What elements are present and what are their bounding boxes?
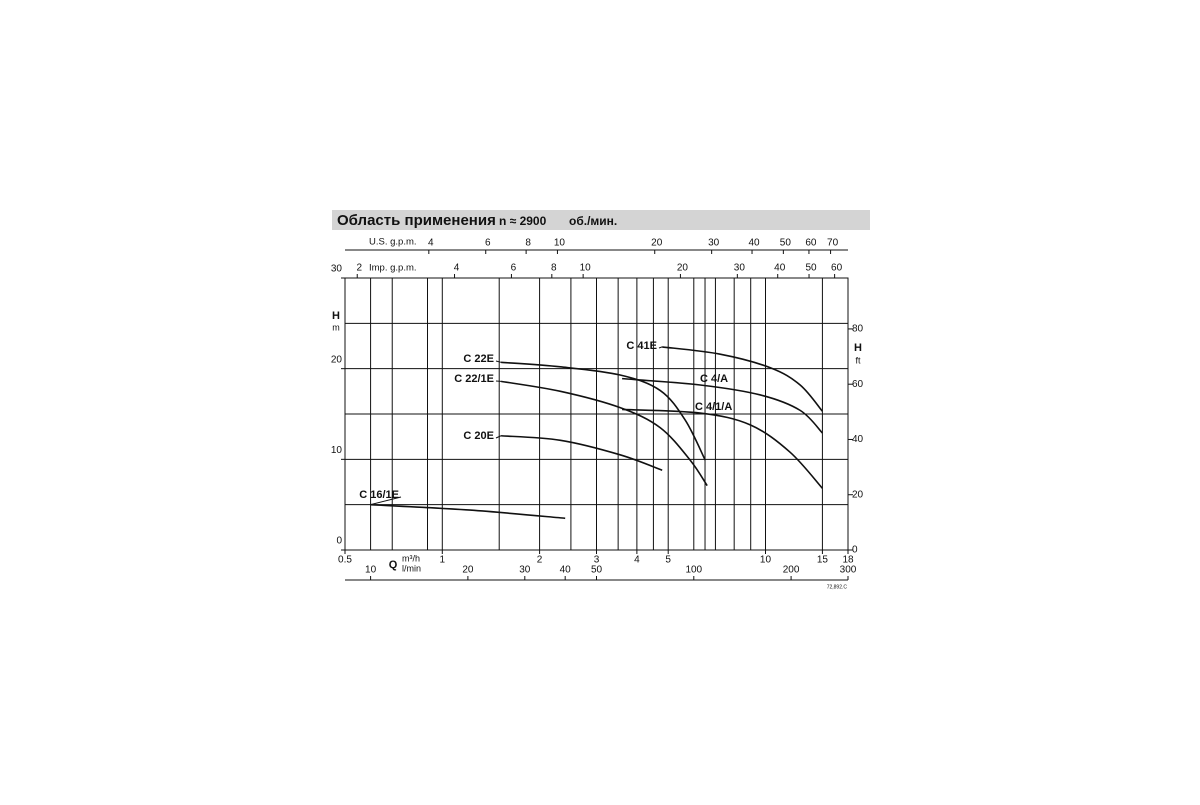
speed-label: n ≈ 2900 (499, 214, 547, 228)
x2-unit: l/min (402, 563, 421, 573)
y2-tick-label: 20 (852, 489, 864, 500)
x3-tick-label: 8 (525, 238, 531, 249)
curve-label: C 22E (463, 353, 494, 365)
pump-curve (662, 347, 822, 411)
y-label: H (332, 310, 340, 322)
x2-tick-label: 10 (365, 565, 377, 576)
pump-curve (371, 505, 566, 519)
x-tick-label: 5 (665, 555, 671, 566)
x2-tick-label: 200 (783, 565, 800, 576)
x2-tick-label: 300 (840, 565, 857, 576)
x-unit: m³/h (402, 553, 420, 563)
y-tick-label: 10 (331, 445, 343, 456)
pump-curve (622, 409, 822, 488)
x-tick-label: 10 (760, 555, 772, 566)
x4-tick-label: 10 (580, 263, 592, 274)
x3-tick-label: 10 (554, 238, 566, 249)
x3-tick-label: 60 (805, 238, 817, 249)
x3-tick-label: 6 (485, 238, 491, 249)
y-tick-label: 0 (336, 536, 342, 547)
y2-unit: ft (855, 355, 861, 365)
figure-code: 72,892.C (827, 584, 848, 590)
label-leader (496, 361, 501, 362)
curve-label: C 22/1E (454, 373, 494, 385)
pump-curve (501, 381, 707, 485)
x4-tick-label: 4 (454, 263, 460, 274)
x3-tick-label: 70 (827, 238, 839, 249)
x3-tick-label: 50 (780, 238, 792, 249)
x2-tick-label: 30 (519, 565, 531, 576)
y-tick-label: 30 (331, 264, 343, 275)
x2-tick-label: 100 (685, 565, 702, 576)
x3-tick-label: 4 (428, 238, 434, 249)
x-tick-label: 15 (817, 555, 829, 566)
x-tick-label: 4 (634, 555, 640, 566)
x4-tick-label: 60 (831, 263, 843, 274)
y2-tick-label: 80 (852, 324, 864, 335)
y-tick-label: 20 (331, 354, 343, 365)
x-tick-label: 0.5 (338, 555, 352, 566)
curve-label: C 20E (463, 430, 494, 442)
curve-label: C 4/1/A (695, 401, 732, 413)
x4-tick-label: 2 (356, 263, 362, 274)
x4-tick-label: 20 (677, 263, 689, 274)
speed-unit: об./мин. (569, 214, 617, 228)
x4-tick-label: 50 (805, 263, 817, 274)
x4-label: Imp. g.p.m. (369, 263, 417, 274)
x2-tick-label: 50 (591, 565, 603, 576)
x-label: Q (389, 559, 398, 571)
y2-tick-label: 60 (852, 379, 864, 390)
y2-label: H (854, 342, 862, 354)
curve-label: C 41E (626, 340, 657, 352)
label-leader (496, 436, 501, 438)
x3-tick-label: 40 (748, 238, 760, 249)
chart-title: Область применения (337, 212, 496, 229)
x3-tick-label: 30 (708, 238, 720, 249)
x3-tick-label: 20 (651, 238, 663, 249)
pump-curve (501, 436, 662, 470)
x4-tick-label: 8 (551, 263, 557, 274)
x-tick-label: 1 (440, 555, 446, 566)
x3-label: U.S. g.p.m. (369, 237, 417, 248)
x4-tick-label: 40 (774, 263, 786, 274)
x4-tick-label: 6 (511, 263, 517, 274)
y2-tick-label: 40 (852, 434, 864, 445)
curve-label: C 4/A (700, 373, 728, 385)
label-leader (659, 347, 662, 348)
x4-tick-label: 30 (734, 263, 746, 274)
y-unit: m (332, 322, 340, 332)
x-tick-label: 2 (537, 555, 543, 566)
x2-tick-label: 20 (462, 565, 474, 576)
x2-tick-label: 40 (560, 565, 572, 576)
